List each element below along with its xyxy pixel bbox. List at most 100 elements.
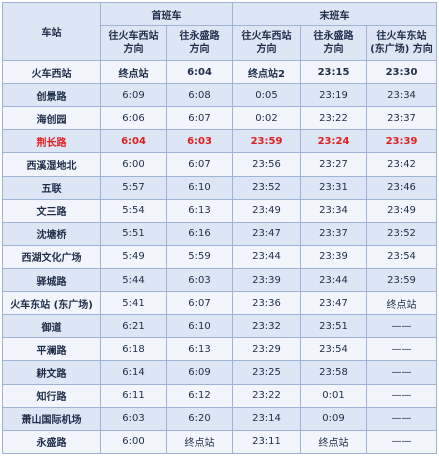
time-cell: 6:00: [100, 429, 167, 455]
table-row: 火车西站 终点站 6:04 终点站2 23:15 23:30: [2, 59, 438, 85]
time-cell: 终点站2: [232, 59, 301, 85]
direction-header: 往火车西站 方向: [100, 25, 167, 61]
table-row: 荆长路 6:04 6:03 23:59 23:24 23:39: [2, 129, 438, 154]
time-cell: 23:52: [365, 221, 438, 246]
time-cell: 6:08: [166, 83, 233, 108]
station-name: 西湖文化广场: [2, 244, 101, 269]
time-cell: 6:04: [100, 129, 167, 154]
direction-header: 往火车西站 方向: [232, 25, 301, 61]
time-cell: 23:52: [232, 175, 301, 200]
station-name: 西溪湿地北: [2, 152, 101, 177]
station-name: 知行路: [2, 383, 101, 408]
time-cell: 终点站: [300, 429, 367, 455]
station-name: 平澜路: [2, 337, 101, 362]
time-cell: 6:00: [100, 152, 167, 177]
time-cell: 23:22: [232, 383, 301, 408]
time-cell: ——: [365, 406, 438, 431]
time-cell: 23:27: [300, 152, 367, 177]
time-cell: 23:36: [232, 291, 301, 316]
time-cell: 0:05: [232, 83, 301, 108]
time-cell: 0:02: [232, 106, 301, 131]
table-row: 西湖文化广场 5:49 5:59 23:44 23:39 23:54: [2, 244, 438, 269]
direction-line: 方向: [323, 44, 344, 55]
time-cell: 23:11: [232, 429, 301, 455]
time-cell: 6:10: [166, 175, 233, 200]
table-row: 知行路 6:11 6:12 23:22 0:01 ——: [2, 383, 438, 408]
time-cell: 23:54: [365, 244, 438, 269]
station-name: 火车西站: [2, 59, 101, 85]
time-cell: 6:13: [166, 198, 233, 223]
time-cell: 6:13: [166, 337, 233, 362]
time-cell: 23:54: [300, 337, 367, 362]
time-cell: 23:32: [232, 314, 301, 339]
station-column-header: 车站: [2, 2, 101, 61]
time-cell: 0:09: [300, 406, 367, 431]
table-row: 永盛路 6:00 终点站 23:11 终点站 ——: [2, 429, 438, 455]
last-train-header: 末班车: [231, 2, 438, 26]
station-name: 火车东站 (东广场): [2, 291, 101, 316]
time-cell: 0:01: [300, 383, 367, 408]
time-cell: ——: [365, 360, 438, 385]
time-cell: 6:20: [166, 406, 233, 431]
time-cell: 23:49: [232, 198, 301, 223]
table-row: 驿城路 5:44 6:03 23:39 23:44 23:59: [2, 267, 438, 293]
time-cell: 6:12: [166, 383, 233, 408]
time-cell: 5:54: [100, 198, 167, 223]
time-cell: 6:11: [100, 383, 167, 408]
time-cell: 6:18: [100, 337, 167, 362]
direction-line: 方向: [256, 44, 277, 55]
table-row: 耕文路 6:14 6:09 23:25 23:58 ——: [2, 360, 438, 385]
time-cell: 6:09: [100, 83, 167, 108]
table-row: 五联 5:57 6:10 23:52 23:31 23:46: [2, 175, 438, 200]
time-cell: 6:07: [166, 152, 233, 177]
table-row: 平澜路 6:18 6:13 23:29 23:54 ——: [2, 337, 438, 362]
time-cell: 6:03: [166, 267, 233, 293]
time-cell: 6:21: [100, 314, 167, 339]
table-row: 萧山国际机场 6:03 6:20 23:14 0:09 ——: [2, 406, 438, 431]
time-cell: 23:39: [365, 129, 438, 154]
direction-line: 方向: [123, 44, 144, 55]
time-cell: 6:03: [166, 129, 233, 154]
time-cell: 23:58: [300, 360, 367, 385]
time-cell: 23:19: [300, 83, 367, 108]
time-cell: 23:46: [365, 175, 438, 200]
time-cell: 5:44: [100, 267, 167, 293]
direction-line: (东广场) 方向: [370, 44, 433, 55]
time-cell: 23:42: [365, 152, 438, 177]
direction-line: 往永盛路: [313, 31, 354, 42]
time-cell: 23:39: [232, 267, 301, 293]
time-cell: 23:44: [300, 267, 367, 293]
time-cell: 5:41: [100, 291, 167, 316]
direction-line: 方向: [189, 44, 210, 55]
table-row: 文三路 5:54 6:13 23:49 23:34 23:49: [2, 198, 438, 223]
table-row: 西溪湿地北 6:00 6:07 23:56 23:27 23:42: [2, 152, 438, 177]
time-cell: 23:24: [300, 129, 367, 154]
time-cell: 23:44: [232, 244, 301, 269]
table-header: 车站 首班车 末班车 往火车西站 方向 往永盛路 方向 往火车西站 方向 往永盛路 方向…: [2, 2, 438, 61]
time-cell: 6:10: [166, 314, 233, 339]
station-name: 创景路: [2, 83, 101, 108]
table-row: 沈塘桥 5:51 6:16 23:47 23:37 23:52: [2, 221, 438, 246]
direction-line: 往火车西站: [108, 31, 159, 42]
direction-header: 往永盛路 方向: [166, 25, 233, 61]
time-cell: ——: [365, 429, 438, 455]
time-cell: 23:56: [232, 152, 301, 177]
station-name: 驿城路: [2, 267, 101, 293]
time-cell: 23:51: [300, 314, 367, 339]
time-cell: 5:57: [100, 175, 167, 200]
time-cell: 23:15: [300, 59, 367, 85]
direction-line: 往永盛路: [179, 31, 220, 42]
table-row: 海创园 6:06 6:07 0:02 23:22 23:37: [2, 106, 438, 131]
time-cell: 5:59: [166, 244, 233, 269]
table-row: 御道 6:21 6:10 23:32 23:51 ——: [2, 314, 438, 339]
station-name: 荆长路: [2, 129, 101, 154]
time-cell: 23:34: [365, 83, 438, 108]
station-name: 沈塘桥: [2, 221, 101, 246]
time-cell: 终点站: [365, 291, 438, 316]
time-cell: ——: [365, 314, 438, 339]
time-cell: 23:30: [365, 59, 438, 85]
time-cell: 23:49: [365, 198, 438, 223]
table-row: 创景路 6:09 6:08 0:05 23:19 23:34: [2, 83, 438, 108]
time-cell: 6:14: [100, 360, 167, 385]
